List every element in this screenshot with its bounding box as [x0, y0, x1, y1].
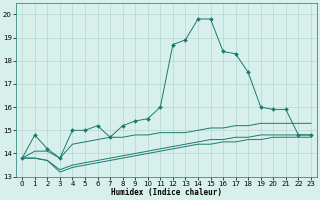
X-axis label: Humidex (Indice chaleur): Humidex (Indice chaleur) — [111, 188, 222, 197]
